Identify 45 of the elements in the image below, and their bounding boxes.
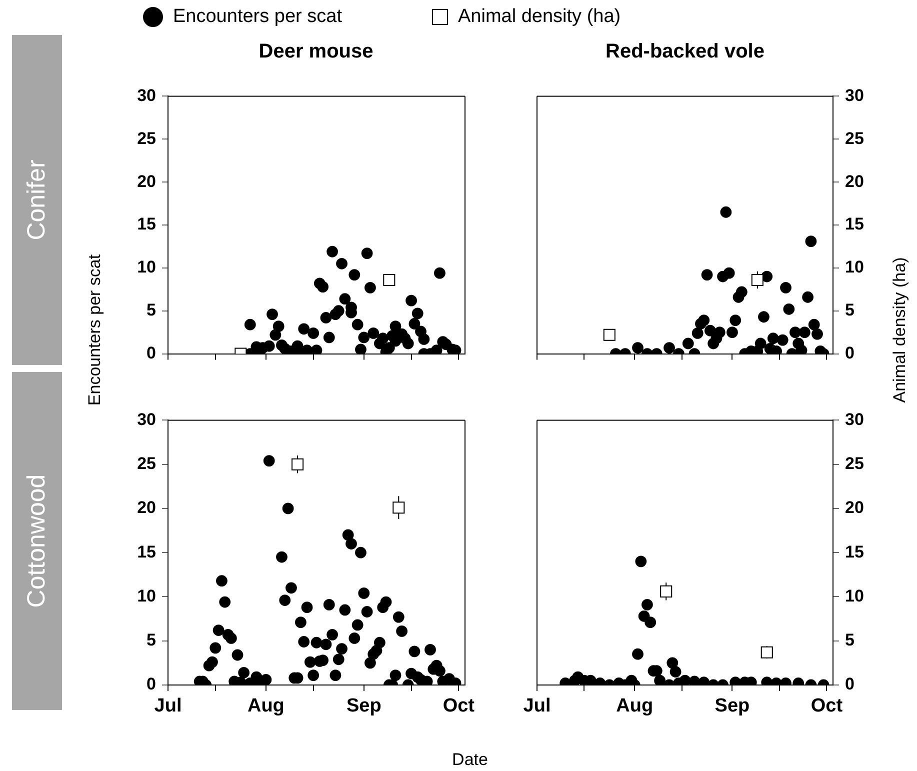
legend-label: Animal density (ha) (458, 6, 621, 28)
y-tick-label: 10 (845, 258, 864, 277)
y-tick-label: 25 (137, 454, 156, 474)
x-tick-label: Aug (247, 696, 284, 717)
y-tick-label: 10 (137, 258, 156, 277)
y-tick-label: 20 (845, 172, 864, 191)
x-tick-label: Sep (346, 696, 382, 717)
y-tick-label: 20 (137, 498, 156, 518)
y-tick-label: 10 (137, 586, 156, 606)
chart-title: Red-backed vole (606, 40, 764, 64)
y-tick-label: 30 (845, 86, 864, 105)
y-axis-title: Animal density (ha) (890, 257, 910, 403)
y-tick-label: 0 (845, 343, 854, 362)
y-tick-label: 0 (845, 674, 854, 694)
text: Cottonwood (22, 474, 52, 608)
y-tick-label: 20 (137, 172, 156, 191)
x-tick-label: Oct (442, 696, 476, 717)
x-tick-label: Aug (616, 696, 654, 717)
y-tick-label: 0 (146, 674, 156, 694)
y-tick-label: 15 (845, 542, 864, 562)
y-tick-label: 10 (845, 586, 864, 606)
y-tick-label: 5 (845, 300, 854, 320)
y-tick-label: 0 (146, 343, 156, 362)
y-tick-label: 25 (845, 454, 864, 474)
y-tick-label: 15 (845, 214, 864, 234)
y-tick-label: 25 (845, 128, 864, 148)
x-tick-label: Jul (154, 696, 182, 717)
x-tick-label: Sep (714, 696, 750, 717)
y-tick-label: 5 (845, 630, 854, 650)
y-tick-label: 15 (137, 542, 156, 562)
chart-title: Deer mouse (258, 40, 374, 64)
y-tick-label: 30 (137, 410, 156, 429)
x-tick-label: Oct (810, 696, 844, 717)
y-tick-label: 30 (137, 86, 156, 105)
y-tick-label: 20 (845, 498, 864, 518)
x-axis-title: Date (452, 750, 488, 770)
text: Conifer (22, 160, 52, 240)
y-tick-label: 5 (146, 630, 156, 650)
y-tick-label: 15 (137, 214, 156, 234)
y-tick-label: 30 (845, 410, 864, 429)
y-axis-title: Encounters per scat (85, 254, 105, 406)
x-tick-label: Jul (523, 696, 551, 717)
y-tick-label: 25 (137, 128, 156, 148)
y-tick-label: 5 (146, 300, 156, 320)
legend-label: Encounters per scat (173, 6, 342, 28)
